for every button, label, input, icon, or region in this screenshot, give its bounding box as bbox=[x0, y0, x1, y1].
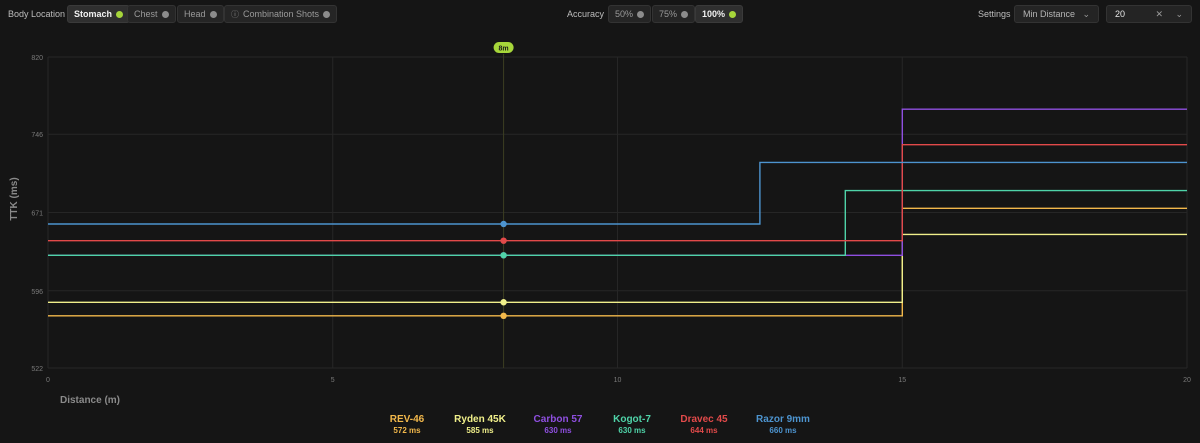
legend-item[interactable]: Ryden 45K 585 ms bbox=[430, 414, 530, 435]
body-option-combination-shots[interactable]: ⓘ Combination Shots bbox=[224, 5, 338, 23]
series-line bbox=[48, 143, 1187, 242]
marker-label: 8m bbox=[499, 46, 509, 53]
legend-name: Razor 9mm bbox=[756, 414, 810, 425]
body-location-label: Body Location bbox=[8, 9, 66, 19]
series-point bbox=[500, 299, 507, 306]
legend-item[interactable]: Carbon 57 630 ms bbox=[508, 414, 608, 435]
x-tick-label: 10 bbox=[614, 377, 622, 384]
legend-value: 630 ms bbox=[618, 426, 646, 435]
series-line bbox=[48, 161, 1187, 225]
series-line bbox=[48, 189, 1187, 257]
status-dot-icon bbox=[681, 10, 689, 18]
legend-item[interactable]: Kogot-7 630 ms bbox=[582, 414, 682, 435]
x-tick-label: 5 bbox=[331, 377, 335, 384]
body-option-label: Combination Shots bbox=[243, 9, 320, 19]
x-tick-label: 20 bbox=[1183, 377, 1191, 384]
filter-bar: Body Location Stomach Chest Head ⓘ Combin… bbox=[0, 0, 1200, 28]
y-tick-label: 746 bbox=[31, 132, 43, 139]
legend-item[interactable]: Dravec 45 644 ms bbox=[654, 414, 754, 435]
legend-name: Kogot-7 bbox=[613, 414, 651, 425]
status-dot-icon bbox=[637, 10, 645, 18]
status-dot-icon bbox=[729, 10, 737, 18]
body-option-head[interactable]: Head bbox=[177, 5, 224, 23]
legend-value: 660 ms bbox=[769, 426, 797, 435]
legend-item[interactable]: Razor 9mm 660 ms bbox=[733, 414, 833, 435]
body-option-label: Chest bbox=[134, 9, 158, 19]
distance-marker: 8m bbox=[493, 42, 514, 368]
info-icon: ⓘ bbox=[231, 9, 239, 19]
series-point bbox=[500, 252, 507, 259]
accuracy-option-label: 50% bbox=[615, 9, 634, 19]
settings-label: Settings bbox=[978, 9, 1011, 19]
ttk-chart: 522 596 671 746 820 0 5 10 15 20 8m TTK (ms) Dist… bbox=[9, 42, 1191, 406]
legend-value: 630 ms bbox=[544, 426, 572, 435]
x-axis-label: Distance (m) bbox=[60, 395, 120, 406]
y-tick-label: 671 bbox=[31, 211, 43, 218]
chevron-down-icon: ⌄ bbox=[1082, 9, 1090, 19]
series-point bbox=[500, 312, 507, 320]
accuracy-option-50[interactable]: 50% bbox=[608, 5, 652, 23]
body-option-stomach[interactable]: Stomach bbox=[67, 5, 131, 23]
x-tick-label: 0 bbox=[46, 377, 50, 384]
body-option-label: Stomach bbox=[74, 9, 113, 19]
accuracy-label: Accuracy bbox=[567, 9, 605, 19]
legend-name: Ryden 45K bbox=[454, 414, 506, 425]
chart-axes: 522 596 671 746 820 0 5 10 15 20 bbox=[31, 55, 1191, 384]
series-point bbox=[500, 220, 507, 228]
chart-legend: REV-46 572 ms Ryden 45K 585 ms Carbon 57 630 … bbox=[0, 414, 1200, 442]
body-option-chest[interactable]: Chest bbox=[127, 5, 176, 23]
marker-badge bbox=[493, 42, 514, 53]
accuracy-option-75[interactable]: 75% bbox=[652, 5, 696, 23]
series-point bbox=[500, 237, 507, 244]
body-option-label: Head bbox=[184, 9, 206, 19]
status-dot-icon bbox=[116, 10, 124, 18]
y-tick-label: 522 bbox=[31, 366, 43, 373]
status-dot-icon bbox=[209, 10, 217, 18]
series-line bbox=[48, 233, 1187, 303]
x-tick-label: 15 bbox=[898, 377, 906, 384]
y-tick-label: 820 bbox=[31, 55, 43, 62]
chevron-down-icon[interactable]: ⌄ bbox=[1175, 9, 1183, 19]
legend-name: REV-46 bbox=[389, 414, 425, 425]
status-dot-icon bbox=[161, 10, 169, 18]
y-axis-label: TTK (ms) bbox=[9, 177, 20, 220]
legend-name: Dravec 45 bbox=[680, 414, 728, 425]
accuracy-option-100[interactable]: 100% bbox=[695, 5, 744, 23]
legend-item[interactable]: REV-46 572 ms bbox=[357, 414, 457, 435]
legend-value: 585 ms bbox=[466, 426, 494, 435]
clear-icon[interactable]: ✕ bbox=[1155, 9, 1163, 19]
status-dot-icon bbox=[323, 10, 331, 18]
legend-value: 572 ms bbox=[393, 426, 421, 435]
settings-select-value: Min Distance bbox=[1023, 9, 1076, 19]
chart-grid bbox=[47, 56, 1188, 369]
accuracy-option-label: 75% bbox=[659, 9, 678, 19]
legend-value: 644 ms bbox=[690, 426, 718, 435]
accuracy-option-label: 100% bbox=[702, 9, 726, 19]
settings-select[interactable]: Min Distance ⌄ bbox=[1014, 5, 1099, 23]
legend-name: Carbon 57 bbox=[533, 414, 583, 425]
y-tick-label: 596 bbox=[31, 289, 43, 296]
distance-input-value: 20 bbox=[1115, 9, 1126, 19]
distance-input[interactable]: 20 ✕ ⌄ bbox=[1106, 5, 1192, 23]
chart-series bbox=[48, 108, 1187, 320]
